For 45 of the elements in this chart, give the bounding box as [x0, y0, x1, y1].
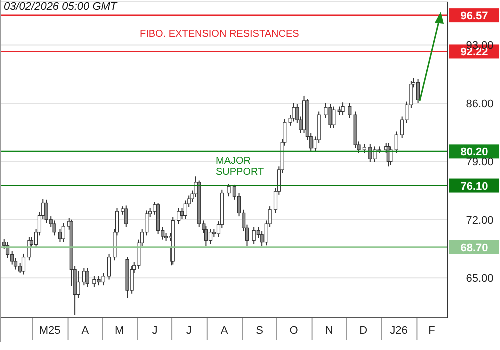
candlestick	[394, 131, 398, 154]
ref-line-label: 76.10	[460, 180, 488, 193]
y-tick-label: 72.00	[466, 214, 494, 227]
annotation: FIBO. EXTENSION RESISTANCES	[140, 29, 300, 40]
candlestick	[180, 208, 184, 220]
candlestick	[416, 78, 420, 104]
candlestick	[341, 102, 345, 116]
x-tick-label: N	[325, 325, 334, 337]
candlestick	[62, 222, 66, 243]
x-tick-label: O	[290, 325, 299, 337]
candlestick	[107, 253, 112, 280]
ref-line-label: 68.70	[460, 242, 488, 254]
x-tick-label: J	[152, 325, 158, 337]
candlestick	[292, 102, 296, 122]
x-tick-label: M25	[39, 325, 61, 337]
ref-line-label: 96.57	[460, 10, 488, 23]
y-tick-label: 65.00	[466, 273, 494, 286]
candlestick	[362, 144, 366, 154]
x-tick-label: M	[115, 325, 124, 337]
candlestick	[332, 106, 336, 129]
annotation: 03/02/2026 05:00 GMT	[4, 1, 118, 13]
x-tick-label: D	[360, 325, 368, 337]
candlestick	[348, 102, 352, 119]
annotation: MAJOR SUPPORT	[216, 156, 266, 178]
x-tick-label: F	[428, 325, 436, 337]
candlestick	[124, 205, 128, 228]
ref-line-label: 80.20	[460, 146, 488, 159]
candlestick	[82, 268, 86, 286]
y-tick-label: 86.00	[466, 98, 494, 110]
candlestick	[52, 220, 56, 236]
x-tick-label: J26	[390, 325, 408, 337]
candlestick	[86, 268, 90, 288]
candlestick	[22, 253, 26, 276]
candlestick	[184, 200, 188, 220]
candlestick	[227, 184, 231, 198]
candlestick	[58, 228, 62, 243]
x-tick-label: A	[220, 325, 229, 337]
x-tick-label: S	[256, 325, 264, 337]
candlestick	[177, 208, 181, 225]
candlestick	[208, 228, 213, 244]
y-tick-label: 79.00	[466, 156, 494, 169]
candlestick	[389, 146, 393, 166]
candlestick	[76, 270, 80, 299]
x-tick-label: J	[186, 325, 192, 337]
x-tick-label: A	[82, 325, 90, 337]
